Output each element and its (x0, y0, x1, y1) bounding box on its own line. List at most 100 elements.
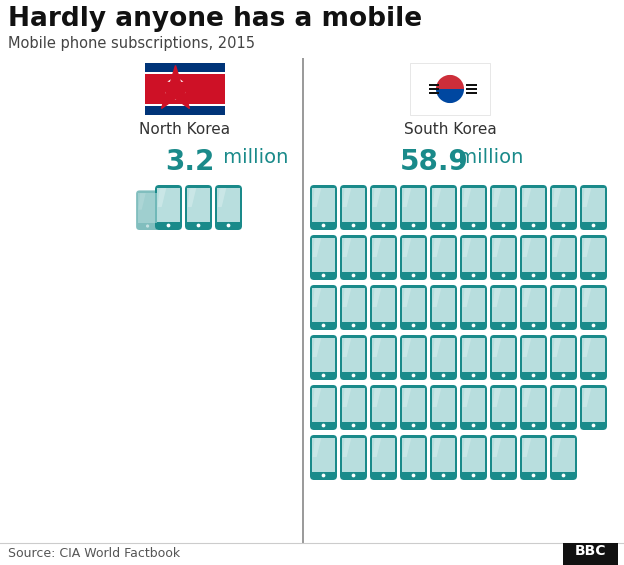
FancyBboxPatch shape (550, 385, 577, 430)
Bar (402, 188, 424, 223)
FancyBboxPatch shape (370, 385, 397, 430)
Bar (432, 238, 454, 272)
Polygon shape (493, 388, 501, 407)
Bar (313, 288, 334, 323)
Circle shape (472, 424, 475, 427)
Bar (466, 92, 477, 94)
FancyBboxPatch shape (400, 335, 427, 380)
Bar (373, 188, 394, 223)
Bar (492, 338, 515, 372)
Bar (343, 288, 364, 323)
Bar (343, 438, 364, 472)
Bar (313, 338, 334, 372)
Circle shape (443, 89, 457, 103)
Circle shape (532, 324, 535, 327)
Polygon shape (218, 188, 227, 207)
FancyBboxPatch shape (520, 435, 547, 480)
Circle shape (146, 224, 149, 228)
Bar (343, 388, 364, 423)
FancyBboxPatch shape (520, 285, 547, 330)
Polygon shape (432, 438, 441, 457)
Circle shape (532, 273, 535, 277)
Bar (410, 63, 490, 115)
Polygon shape (553, 338, 561, 357)
Polygon shape (343, 238, 351, 257)
Bar (466, 88, 477, 90)
Bar (313, 188, 334, 223)
Circle shape (321, 324, 325, 327)
FancyBboxPatch shape (580, 235, 607, 280)
Circle shape (562, 273, 565, 277)
Bar (522, 438, 545, 472)
Circle shape (592, 424, 595, 427)
Polygon shape (432, 338, 441, 357)
Text: North Korea: North Korea (139, 122, 230, 137)
Polygon shape (402, 438, 411, 457)
Polygon shape (493, 288, 501, 307)
Bar (313, 388, 334, 423)
FancyBboxPatch shape (520, 385, 547, 430)
FancyBboxPatch shape (310, 235, 337, 280)
Polygon shape (432, 388, 441, 407)
Polygon shape (523, 188, 531, 207)
Polygon shape (583, 288, 592, 307)
Circle shape (502, 224, 505, 227)
Polygon shape (462, 438, 471, 457)
Bar (552, 338, 575, 372)
FancyBboxPatch shape (340, 385, 367, 430)
Bar (145, 72, 225, 75)
Circle shape (592, 324, 595, 327)
Bar (402, 288, 424, 323)
Bar (402, 438, 424, 472)
Bar (429, 88, 439, 90)
Circle shape (532, 424, 535, 427)
Polygon shape (553, 438, 561, 457)
Bar (492, 288, 515, 323)
Polygon shape (493, 238, 501, 257)
Circle shape (321, 424, 325, 427)
FancyBboxPatch shape (520, 235, 547, 280)
Bar (492, 188, 515, 223)
Bar (217, 188, 240, 223)
Bar (432, 338, 454, 372)
FancyBboxPatch shape (370, 335, 397, 380)
Bar (462, 238, 485, 272)
Circle shape (412, 424, 416, 427)
Polygon shape (343, 338, 351, 357)
FancyBboxPatch shape (340, 235, 367, 280)
Bar (313, 238, 334, 272)
Polygon shape (583, 338, 592, 357)
Bar (552, 188, 575, 223)
Polygon shape (583, 388, 592, 407)
FancyBboxPatch shape (370, 285, 397, 330)
Bar (522, 238, 545, 272)
Bar (582, 338, 605, 372)
Bar (145, 106, 225, 115)
Circle shape (562, 324, 565, 327)
FancyBboxPatch shape (310, 335, 337, 380)
FancyBboxPatch shape (430, 285, 457, 330)
Circle shape (382, 224, 386, 227)
FancyBboxPatch shape (490, 185, 517, 230)
FancyBboxPatch shape (580, 185, 607, 230)
Bar (466, 84, 477, 86)
Circle shape (443, 75, 457, 89)
Circle shape (472, 324, 475, 327)
Bar (582, 288, 605, 323)
Wedge shape (436, 75, 464, 89)
Polygon shape (343, 288, 351, 307)
Circle shape (472, 473, 475, 477)
Circle shape (351, 324, 356, 327)
Bar (582, 388, 605, 423)
Circle shape (321, 373, 325, 377)
Bar (343, 238, 364, 272)
Polygon shape (432, 188, 441, 207)
FancyBboxPatch shape (460, 335, 487, 380)
Bar (462, 438, 485, 472)
Circle shape (412, 473, 416, 477)
Bar (522, 338, 545, 372)
Bar (492, 388, 515, 423)
Polygon shape (313, 188, 321, 207)
FancyBboxPatch shape (550, 435, 577, 480)
Bar (432, 188, 454, 223)
